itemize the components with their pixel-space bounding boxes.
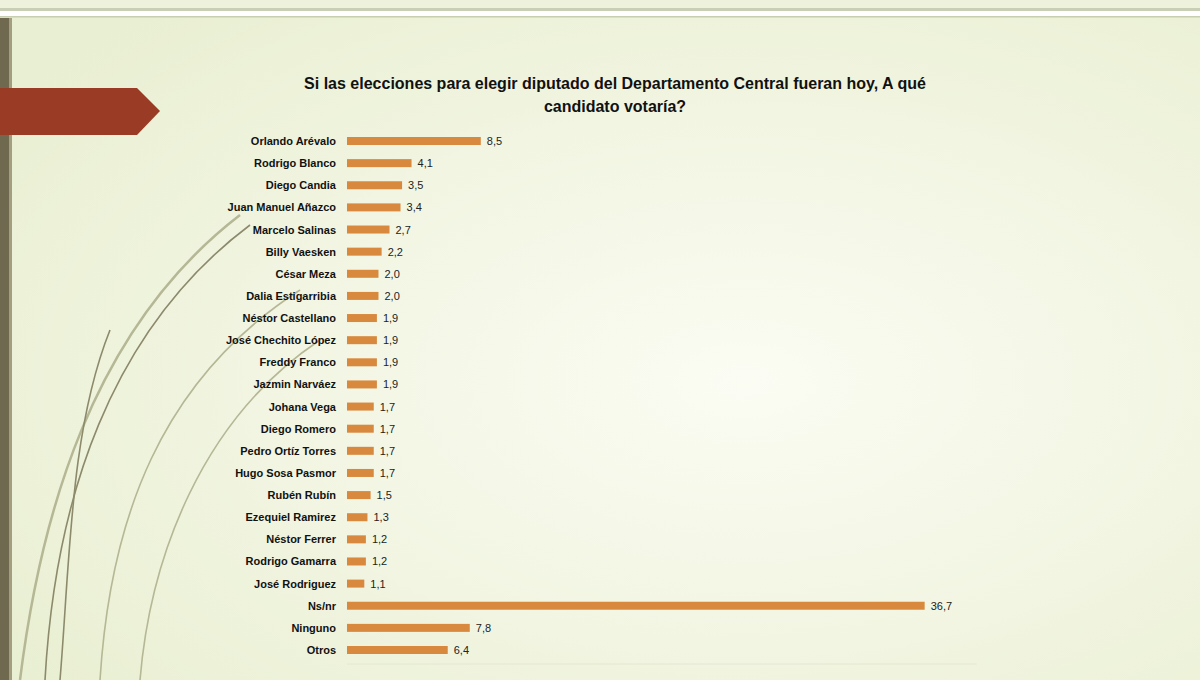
category-label: Diego Candia [266, 179, 337, 191]
bar [347, 469, 374, 477]
bar [347, 203, 401, 211]
category-label: Rodrigo Blanco [254, 157, 336, 169]
bar [347, 513, 367, 521]
slide-bg [0, 16, 1200, 680]
bar [347, 159, 412, 167]
bars [347, 137, 925, 654]
bar [347, 336, 377, 344]
category-label: Freddy Franco [260, 356, 337, 368]
category-label: José Chechito López [226, 334, 337, 346]
category-label: Juan Manuel Añazco [228, 201, 337, 213]
category-label: Otros [307, 644, 336, 656]
prev-slide [0, 0, 1200, 8]
decor-curve [20, 215, 240, 680]
category-label: Hugo Sosa Pasmor [235, 467, 337, 479]
title: Si las elecciones para elegir diputado d… [297, 72, 933, 118]
bar [347, 181, 402, 189]
category-label: Dalia Estigarribia [246, 290, 337, 302]
bar [347, 380, 377, 388]
data-label: 1,7 [380, 401, 395, 413]
prev-slide-edge [0, 8, 1200, 11]
data-label: 2,0 [384, 268, 399, 280]
data-label: 1,1 [370, 578, 385, 590]
x-axis-line [347, 664, 977, 665]
data-label: 1,2 [372, 533, 387, 545]
data-label: 1,9 [383, 378, 398, 390]
bar [347, 314, 377, 322]
data-label: 1,9 [383, 334, 398, 346]
data-label: 4,1 [418, 157, 433, 169]
bar [347, 403, 374, 411]
category-label: Ninguno [291, 622, 336, 634]
bar [347, 248, 382, 256]
data-label: 1,3 [373, 511, 388, 523]
category-label: Néstor Ferrer [266, 533, 336, 545]
data-label: 1,7 [380, 423, 395, 435]
bar [347, 646, 448, 654]
bar [347, 535, 366, 543]
bar [347, 358, 377, 366]
decor-curve [100, 290, 300, 680]
bar [347, 137, 481, 145]
bar [347, 491, 371, 499]
data-label: 1,9 [383, 356, 398, 368]
data-label: 1,9 [383, 312, 398, 324]
data-label: 1,5 [377, 489, 392, 501]
data-label: 1,7 [380, 445, 395, 457]
decor-curve [60, 330, 110, 680]
data-label: 2,7 [395, 224, 410, 236]
bar [347, 447, 374, 455]
category-label: Marcelo Salinas [253, 224, 336, 236]
category-label: Ns/nr [308, 600, 337, 612]
category-label: Néstor Castellano [242, 312, 336, 324]
decor-arrow [0, 88, 160, 135]
data-label: 3,5 [408, 179, 423, 191]
bar [347, 425, 374, 433]
category-label: Rodrigo Gamarra [246, 555, 337, 567]
category-label: Rubén Rubín [268, 489, 337, 501]
page [0, 0, 1200, 680]
data-label: 1,7 [380, 467, 395, 479]
bar [347, 270, 378, 278]
decor-curve [45, 225, 250, 680]
data-label: 2,2 [388, 246, 403, 258]
bar [347, 624, 470, 632]
data-label: 7,8 [476, 622, 491, 634]
category-label: César Meza [275, 268, 336, 280]
data-label: 6,4 [454, 644, 469, 656]
data-label: 3,4 [407, 201, 422, 213]
labels: Orlando Arévalo 8,5 Rodrigo Blanco 4,1 Diego… [226, 135, 952, 656]
category-label: Diego Romero [261, 423, 336, 435]
category-label: Pedro Ortíz Torres [240, 445, 336, 457]
bar [347, 292, 378, 300]
data-label: 36,7 [931, 600, 952, 612]
category-label: Johana Vega [269, 401, 337, 413]
bar [347, 226, 389, 234]
category-label: José Rodriguez [254, 578, 336, 590]
category-label: Jazmin Narváez [253, 378, 336, 390]
category-label: Ezequiel Ramirez [246, 511, 337, 523]
bar [347, 580, 364, 588]
data-label: 1,2 [372, 555, 387, 567]
data-label: 2,0 [384, 290, 399, 302]
bar [347, 557, 366, 565]
bar [347, 602, 925, 610]
slide: Orlando Arévalo 8,5 Rodrigo Blanco 4,1 Diego… [0, 0, 1200, 680]
category-label: Orlando Arévalo [251, 135, 336, 147]
data-label: 8,5 [487, 135, 502, 147]
slide-edge [0, 16, 1200, 18]
category-label: Billy Vaesken [266, 246, 337, 258]
